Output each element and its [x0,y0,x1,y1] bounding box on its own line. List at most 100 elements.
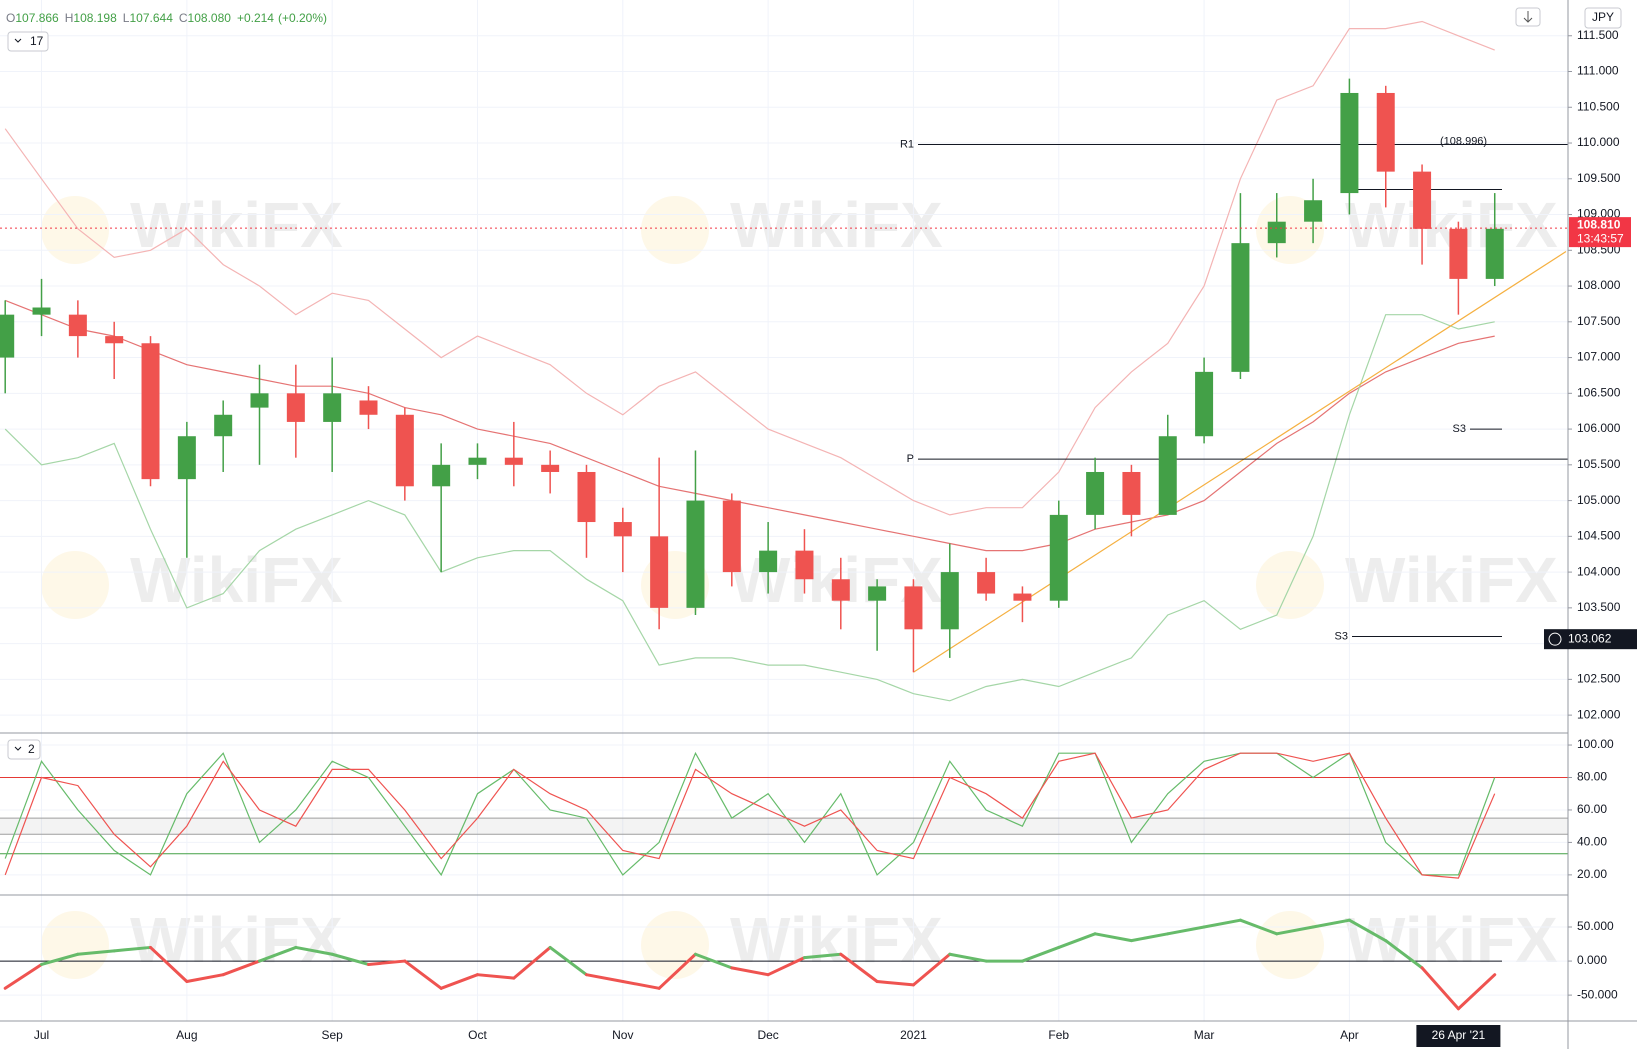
candle-body [250,393,269,408]
candle-body [795,550,814,580]
currency-box[interactable] [1584,7,1622,29]
candle-body [1413,171,1432,229]
y-tick-label: 110.500 [1577,99,1620,113]
candle-body [323,393,342,422]
oscillator-segment [1202,918,1242,929]
change: +0.214 [237,11,274,25]
oscillator-segment [1166,925,1206,936]
x-tick-label: Nov [612,1028,633,1042]
oscillator-segment [1238,918,1279,936]
candle-body [0,314,15,358]
candle-body [977,572,996,594]
watermark: WikiFX [1345,904,1558,976]
candle-body [1049,514,1068,601]
oscillator-segment [475,973,516,980]
y-tick-label: 102.500 [1577,672,1621,686]
pane-dropdown[interactable] [7,31,49,52]
down-icon [1523,11,1533,23]
ohlc-value: 107.866 [15,11,59,25]
candle-body [1086,471,1105,515]
candle-body [541,464,560,472]
y-tick-label: 109.500 [1577,171,1621,185]
watermark: WikiFX [1345,544,1558,616]
x-tick-label: Aug [176,1028,197,1042]
y-tick-label: 100.00 [1577,737,1614,751]
y-tick-label: 107.500 [1577,314,1621,328]
watermark: WikiFX [730,189,943,261]
candle-body [759,550,778,573]
currency: JPY [1592,10,1614,24]
oscillator-segment [185,973,225,983]
y-tick-label: -50.000 [1577,987,1618,1001]
oscillator-segment [3,962,44,990]
pane-dropdown[interactable] [7,739,41,760]
crosshair-plus[interactable] [1548,632,1562,646]
oscillator-segment [1347,918,1388,943]
candle-body [577,471,596,523]
y-tick-label: 106.000 [1577,421,1621,435]
candle-body [1013,593,1032,601]
last-price: 108.810 [1577,217,1621,231]
pivot-label: S3 [1335,630,1348,642]
x-tick-label: Sep [321,1028,343,1042]
candle-body [214,414,233,437]
oscillator-segment [1311,918,1351,929]
candle-body [1158,436,1177,515]
oscillator-segment [76,949,116,956]
watermark-logo [41,911,109,979]
oscillator-segment [221,959,262,977]
candle-body [468,457,487,465]
candle-body [286,393,305,422]
ohlc-label: L [123,11,130,25]
y-tick-label: 104.500 [1577,529,1621,543]
oscillator-segment [149,945,189,983]
indicator-line [4,299,1495,552]
candle-body [940,572,959,630]
watermark-logo [41,196,109,264]
oscillator-segment [1093,932,1133,943]
ohlc-value: 107.644 [129,11,173,25]
watermark-logo [641,911,709,979]
plot: R1PPS3S3(108.996) [0,20,1568,1011]
pivot-label: R1 [900,138,914,150]
candle-body [177,436,196,480]
oscillator-segment [948,952,988,963]
candle-body [359,400,378,415]
oscillator-segment [1275,925,1315,936]
oscillator-segment [1420,966,1460,1011]
indicator-line [4,752,1496,879]
candle-body [1122,471,1141,515]
pane-control: 17 [30,34,44,48]
change-percent: (+0.20%) [278,11,327,25]
pane-control: 2 [28,742,35,756]
crosshair-badge [1544,629,1637,650]
date-highlight [1416,1025,1501,1047]
y-tick-label: 20.00 [1577,867,1607,881]
level-note: (108.996) [1440,135,1487,147]
oscillator-segment [367,959,407,966]
oscillator-segment [403,959,443,990]
oscillator-segment [657,952,697,990]
x-tick-label: Mar [1194,1028,1215,1042]
oscillator-segment [584,973,625,983]
candle-body [432,464,451,487]
oscillator-segment [258,945,298,963]
ohlc-value: 108.080 [188,11,232,25]
oscillator-segment [512,945,552,980]
candle-body [904,586,923,630]
chevron [14,746,22,751]
y-tick-label: 50.000 [1577,919,1614,933]
watermark: WikiFX [130,544,343,616]
y-tick-label: 110.000 [1577,135,1620,149]
candle-body [1340,92,1359,194]
x-tick-label: Apr [1340,1028,1359,1042]
oscillator-segment [621,979,661,990]
oscillator-segment [439,973,479,990]
oscillator-segment [839,952,879,983]
oscillator-segment [911,952,952,987]
watermark-logo [1256,911,1324,979]
grid [0,0,1568,1021]
oscillator-segment [548,945,588,977]
candle-body [650,536,669,608]
